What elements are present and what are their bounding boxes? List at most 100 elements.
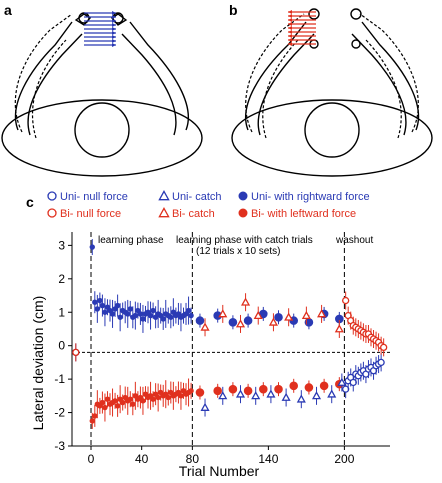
legend-label: Uni- with rightward force (251, 191, 370, 203)
legend-marker (158, 190, 170, 201)
data-point (168, 314, 174, 320)
right-arm-inner (121, 33, 177, 136)
force-arrowhead (288, 30, 292, 34)
data-point (213, 386, 222, 396)
data-point (112, 398, 118, 404)
data-point (289, 381, 299, 391)
data-point (327, 389, 337, 398)
data-point (99, 302, 106, 309)
data-point (137, 311, 144, 317)
data-point (377, 358, 385, 367)
data-point (114, 302, 121, 309)
data-point (150, 307, 156, 314)
right-start (351, 39, 361, 49)
phase-label-catch: learning phase with catch trials (176, 235, 313, 246)
data-point (266, 389, 276, 398)
data-point (72, 348, 80, 357)
force-arrowhead (112, 19, 116, 23)
force-arrowhead (112, 27, 116, 31)
torso-outline (1, 99, 203, 177)
legend-marker (238, 208, 248, 218)
force-arrowhead (112, 43, 116, 47)
legend-marker (158, 207, 170, 218)
data-point (296, 394, 306, 403)
data-point (342, 296, 350, 305)
data-point (132, 312, 139, 319)
data-point (109, 311, 116, 317)
data-point (195, 316, 205, 325)
legend-marker (47, 191, 57, 201)
left-handle (308, 8, 320, 20)
data-point (97, 297, 103, 304)
rightward-force-arrows (84, 11, 116, 47)
data-point (104, 396, 111, 402)
right-handle (350, 8, 362, 20)
data-point (119, 399, 126, 406)
left-arm-inner (27, 33, 83, 136)
data-point (251, 391, 261, 400)
phase-label-learning: learning phase (98, 235, 164, 246)
left-hand (74, 13, 92, 26)
leftward-force-arrows (288, 10, 316, 46)
left-arm-dashed (14, 13, 73, 133)
data-point (228, 317, 238, 327)
head-outline (74, 102, 130, 158)
data-point (334, 324, 344, 333)
data-point (188, 388, 194, 394)
data-point (241, 297, 251, 306)
x-axis-title: Trial Number (179, 463, 260, 479)
force-arrowhead (288, 14, 292, 18)
left-arm-outline (245, 21, 307, 131)
data-point (92, 413, 98, 419)
force-arrowhead (112, 15, 116, 19)
force-arrowhead (288, 18, 292, 22)
data-point (319, 381, 329, 391)
left-arm-outline (14, 21, 73, 131)
force-arrowhead (112, 31, 116, 35)
force-arrowhead (288, 26, 292, 30)
left-arm-dashed (245, 13, 305, 133)
data-point (228, 384, 238, 394)
x-tick-label: 0 (88, 452, 95, 466)
force-arrowhead (288, 38, 292, 42)
data-point (274, 312, 283, 322)
legend-label: Uni- null force (60, 191, 128, 203)
head-outline (304, 102, 360, 158)
data-point (284, 312, 294, 321)
data-point (235, 389, 246, 398)
right-arm-outline (129, 21, 189, 131)
data-point (89, 244, 95, 250)
y-tick-label: 2 (58, 272, 65, 286)
data-point (311, 391, 322, 400)
data-point (114, 403, 121, 409)
data-point (125, 311, 131, 317)
x-tick-label: 40 (135, 452, 149, 466)
left-arm-dashed-inner (262, 39, 299, 139)
y-tick-label: 3 (58, 238, 65, 252)
force-arrowhead (112, 35, 116, 39)
data-point (380, 343, 388, 352)
data-point (274, 384, 283, 394)
data-point (200, 402, 210, 411)
data-point (150, 396, 156, 402)
right-arm-dashed (359, 13, 419, 133)
data-point (102, 309, 108, 315)
data-point (195, 388, 205, 397)
data-point (243, 316, 253, 325)
panel-a-letter: a (4, 2, 12, 18)
left-arm-inner (257, 33, 315, 136)
data-point (200, 322, 210, 331)
data-point (337, 377, 347, 386)
data-point (301, 310, 311, 320)
data-point (188, 312, 194, 319)
legend-label: Bi- catch (172, 208, 215, 220)
left-arm-dashed-inner (32, 39, 67, 139)
data-point (235, 319, 246, 328)
data-point (160, 316, 166, 322)
force-arrowhead (288, 42, 292, 46)
data-point (218, 309, 228, 318)
force-arrowhead (288, 34, 292, 38)
x-tick-label: 140 (258, 452, 278, 466)
data-point (99, 399, 106, 406)
